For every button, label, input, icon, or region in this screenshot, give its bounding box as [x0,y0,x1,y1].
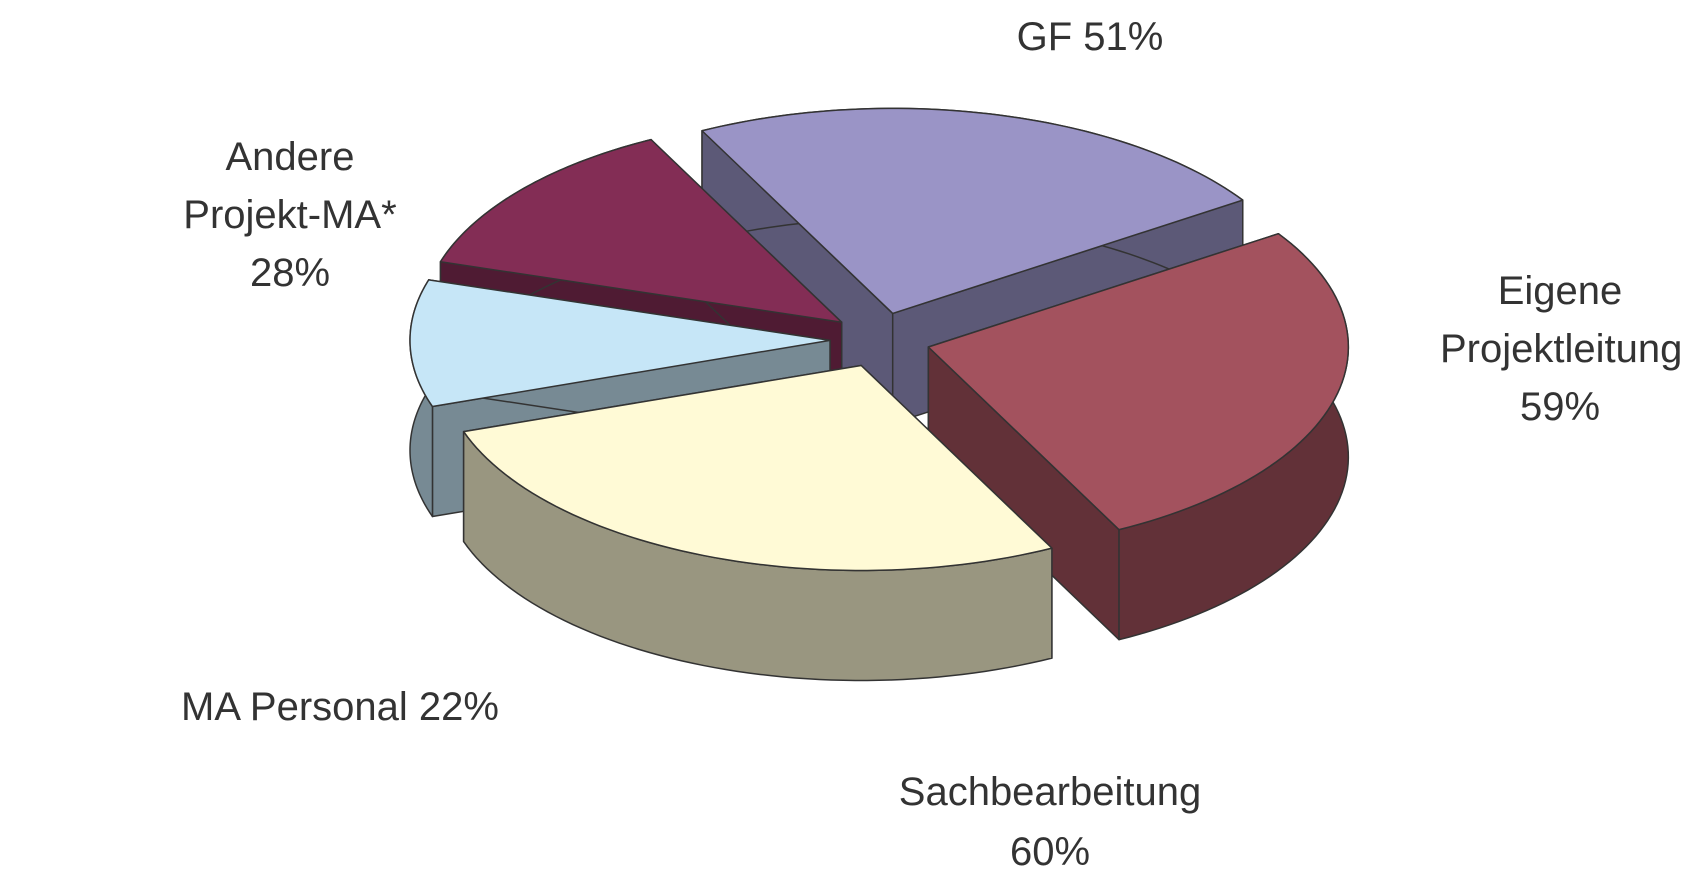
page: GF 51% Eigene Projektleitung59% Sachbear… [0,0,1699,872]
value-label: 51% [1083,15,1163,59]
category-label: MA Personal [181,685,408,729]
value-label: 59% [1410,378,1699,436]
slice-label: GF 51% [960,8,1220,66]
category-label: Andere Projekt-MA* [170,128,410,244]
value-label: 22% [419,685,499,729]
category-label: GF [1017,15,1073,59]
value-label: 60% [880,822,1220,882]
category-label: Eigene Projektleitung [1440,262,1680,378]
slice-label: MA Personal 22% [150,678,530,736]
category-label: Sachbearbeitung [880,762,1220,822]
value-label: 28% [150,244,430,302]
slice-label: Andere Projekt-MA*28% [150,128,430,302]
